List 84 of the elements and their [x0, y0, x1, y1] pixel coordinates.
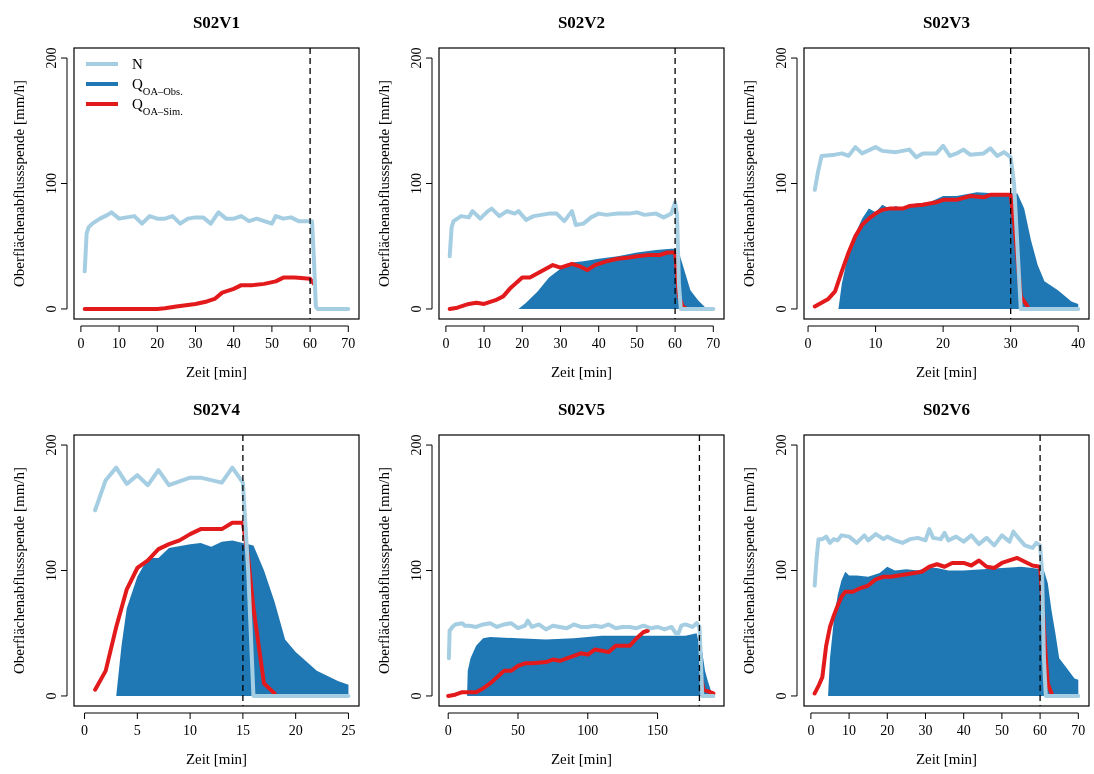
x-tick-label: 40: [1071, 336, 1086, 351]
chart-title: S02V6: [922, 400, 971, 419]
y-tick-label: 100: [409, 560, 424, 581]
y-tick-label: 100: [774, 173, 789, 194]
y-axis-title: Oberflächenabflussspende [mm/h]: [376, 79, 392, 288]
y-tick-label: 0: [774, 692, 789, 700]
x-tick-label: 30: [918, 723, 933, 738]
line-series: [812, 143, 1081, 311]
y-tick-label: 0: [44, 692, 59, 700]
x-tick-label: 30: [188, 336, 203, 351]
y-tick-label: 0: [409, 692, 424, 700]
x-tick-label: 10: [112, 336, 127, 351]
line-series: [812, 527, 1081, 698]
x-tick-label: 70: [1071, 723, 1086, 738]
chart-title: S02V4: [192, 400, 241, 419]
x-tick-label: 10: [868, 336, 883, 351]
x-tick-label: 70: [341, 336, 356, 351]
legend-label: N: [132, 56, 143, 72]
y-tick-label: 0: [44, 305, 59, 313]
x-tick-label: 60: [668, 336, 683, 351]
chart-title: S02V2: [557, 13, 606, 32]
y-tick-label: 0: [774, 305, 789, 313]
x-tick-label: 5: [133, 723, 141, 738]
x-axis-title: Zeit [min]: [185, 751, 248, 767]
x-tick-label: 0: [804, 336, 812, 351]
x-tick-label: 20: [936, 336, 951, 351]
y-tick-label: 200: [409, 47, 424, 69]
y-tick-label: 200: [409, 434, 424, 456]
x-tick-label: 50: [994, 723, 1009, 738]
line-series: [447, 200, 716, 311]
y-axis-title: Oberflächenabflussspende [mm/h]: [741, 466, 757, 675]
x-tick-label: 40: [956, 723, 971, 738]
x-tick-label: 10: [183, 723, 198, 738]
x-tick-label: 30: [553, 336, 568, 351]
x-tick-label: 15: [235, 723, 250, 738]
line-series: [82, 275, 316, 311]
x-tick-label: 30: [1003, 336, 1018, 351]
x-tick-label: 0: [444, 723, 452, 738]
x-axis-title: Zeit [min]: [550, 364, 613, 380]
x-tick-label: 25: [341, 723, 356, 738]
y-axis-title: Oberflächenabflussspende [mm/h]: [741, 79, 757, 288]
y-tick-label: 100: [774, 560, 789, 581]
y-tick-label: 100: [409, 173, 424, 194]
x-tick-label: 50: [264, 336, 279, 351]
x-tick-label: 70: [706, 336, 721, 351]
x-axis-title: Zeit [min]: [915, 751, 978, 767]
x-tick-label: 40: [226, 336, 241, 351]
y-tick-label: 0: [409, 305, 424, 313]
chart-title: S02V5: [557, 400, 606, 419]
x-axis-title: Zeit [min]: [550, 751, 613, 767]
legend-label: Q$_{OA–Obs.}$: [132, 76, 183, 97]
line-series: [93, 465, 351, 698]
x-tick-label: 20: [150, 336, 165, 351]
y-tick-label: 200: [774, 47, 789, 69]
line-series: [82, 210, 351, 311]
y-tick-label: 200: [44, 47, 59, 69]
x-tick-label: 40: [591, 336, 606, 351]
chart-title: S02V3: [922, 13, 971, 32]
x-tick-label: 60: [303, 336, 318, 351]
y-axis-title: Oberflächenabflussspende [mm/h]: [11, 466, 27, 675]
x-axis-title: Zeit [min]: [915, 364, 978, 380]
y-tick-label: 100: [44, 560, 59, 581]
x-tick-label: 10: [477, 336, 492, 351]
y-tick-label: 100: [44, 173, 59, 194]
x-tick-label: 10: [842, 723, 857, 738]
y-axis-title: Oberflächenabflussspende [mm/h]: [376, 466, 392, 675]
legend-label: Q$_{OA–Sim.}$: [132, 96, 183, 117]
y-axis-title: Oberflächenabflussspende [mm/h]: [11, 79, 27, 288]
x-tick-label: 0: [81, 723, 89, 738]
x-axis-title: Zeit [min]: [185, 364, 248, 380]
x-tick-label: 150: [647, 723, 669, 738]
chart-title: S02V1: [192, 13, 241, 32]
y-tick-label: 200: [44, 434, 59, 456]
x-tick-label: 20: [515, 336, 530, 351]
x-tick-label: 20: [880, 723, 895, 738]
x-tick-label: 20: [288, 723, 303, 738]
x-tick-label: 0: [77, 336, 85, 351]
x-tick-label: 50: [629, 336, 644, 351]
x-tick-label: 0: [807, 723, 815, 738]
y-tick-label: 200: [774, 434, 789, 456]
x-tick-label: 0: [442, 336, 450, 351]
x-tick-label: 60: [1033, 723, 1048, 738]
x-tick-label: 50: [511, 723, 525, 738]
x-tick-label: 100: [577, 723, 599, 738]
